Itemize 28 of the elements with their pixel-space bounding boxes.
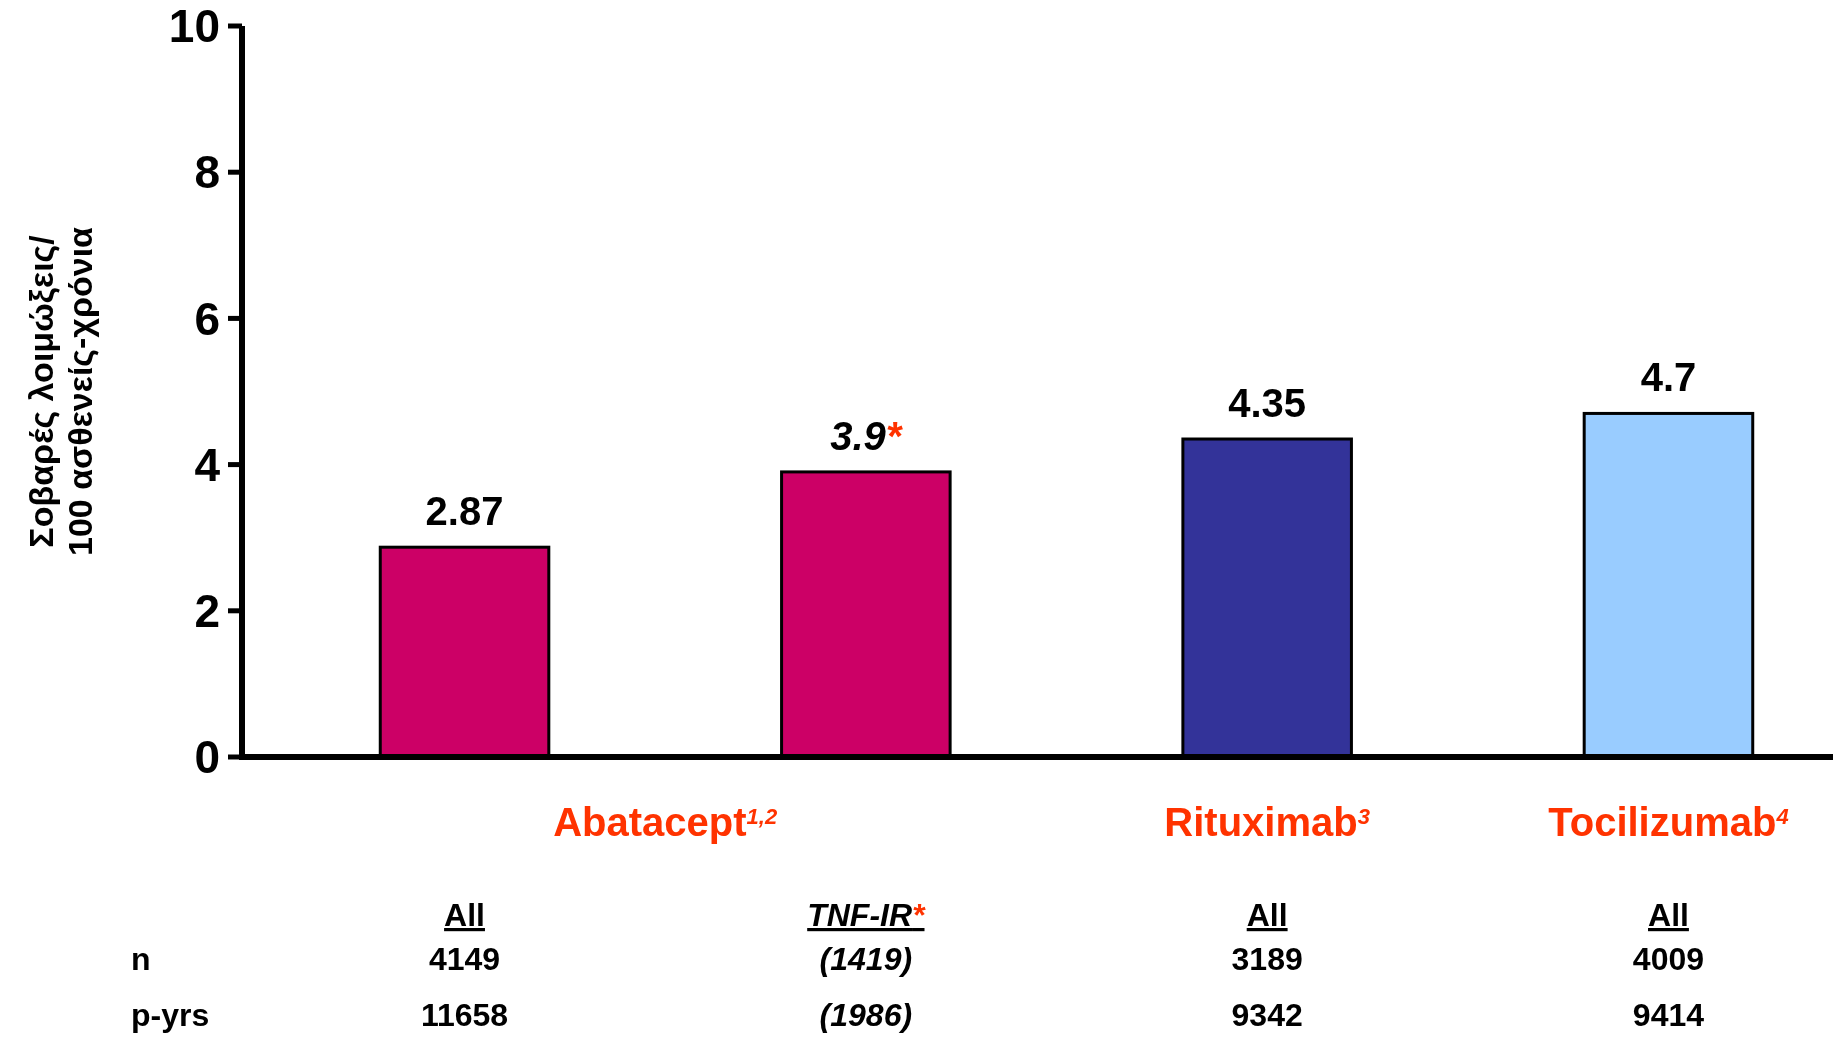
y-tick-label: 4 xyxy=(194,438,221,491)
y-tick-label: 8 xyxy=(194,146,220,199)
text: 9414 xyxy=(1632,997,1705,1033)
text: p-yrs xyxy=(131,997,210,1033)
y-axis-title: Σοβαρές λοιμώξεις/ 100 ασθενείς-χρόνια xyxy=(22,226,100,556)
text: 4009 xyxy=(1632,941,1705,977)
y-tick-label: 10 xyxy=(168,0,220,53)
text: Tocilizumab$^{4}$ xyxy=(1548,800,1789,844)
x-tick-label: All xyxy=(1246,897,1288,933)
text: Rituximab$^{3}$ xyxy=(1164,800,1370,844)
data-label: 3.9* xyxy=(830,413,904,458)
x-tick-label: All xyxy=(444,897,485,933)
text: 9342 xyxy=(1231,997,1303,1033)
text: 3189 xyxy=(1231,941,1303,977)
x-tick-label: TNF-IR* xyxy=(807,897,927,933)
y-tick-label: 0 xyxy=(194,731,220,784)
y-tick-label: 6 xyxy=(194,292,220,345)
text: (1419) xyxy=(819,941,913,977)
data-label: 2.87 xyxy=(425,489,504,534)
text: n xyxy=(131,941,151,977)
text: 11658 xyxy=(420,997,509,1033)
data-label: 4.35 xyxy=(1228,381,1307,426)
data-label: 4.7 xyxy=(1640,355,1697,400)
x-tick-label: All xyxy=(1648,897,1689,933)
text: 4149 xyxy=(428,941,501,977)
text: (1986) xyxy=(819,997,913,1033)
y-tick-label: 2 xyxy=(194,584,220,637)
text: Abatacept$^{1,2}$ xyxy=(553,800,778,844)
